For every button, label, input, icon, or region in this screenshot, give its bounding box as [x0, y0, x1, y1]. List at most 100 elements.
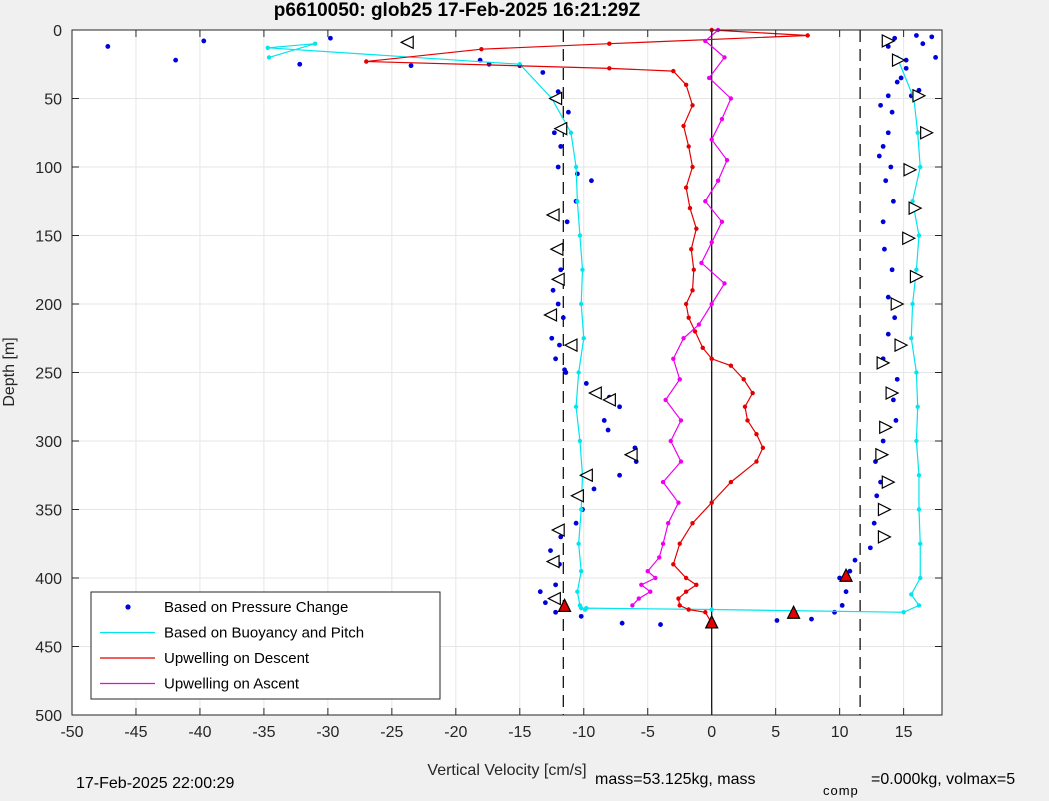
y-tick-label: 100 — [35, 160, 62, 177]
data-point — [774, 618, 780, 623]
data-point — [696, 322, 702, 327]
data-point — [709, 607, 714, 612]
data-point — [575, 589, 580, 594]
data-point — [639, 582, 644, 588]
triangle-marker — [578, 468, 593, 483]
series-upwelling-on-ascent — [630, 27, 734, 608]
series-line — [366, 29, 808, 624]
data-point — [630, 603, 635, 608]
data-point — [889, 109, 895, 115]
triangle-marker — [908, 201, 923, 216]
series-descent-triangles — [399, 35, 638, 606]
data-point — [929, 34, 935, 40]
data-point — [719, 116, 725, 122]
series-based-on-buoyancy-and-pitch — [265, 41, 923, 615]
data-point — [577, 233, 583, 238]
triangle-marker — [557, 598, 572, 613]
data-point — [671, 356, 676, 361]
data-point — [690, 521, 695, 526]
footer-mass: mass=53.125kg, mass — [595, 771, 756, 788]
series-line — [631, 29, 732, 606]
data-point — [885, 93, 891, 99]
data-point — [867, 545, 873, 551]
data-point — [579, 605, 584, 611]
legend-label: Upwelling on Descent — [164, 650, 310, 667]
x-tick-label: -30 — [316, 724, 339, 741]
x-tick-label: 10 — [831, 724, 849, 741]
data-point — [201, 38, 207, 44]
data-point — [888, 164, 894, 170]
data-point — [878, 102, 883, 108]
data-point — [566, 109, 571, 115]
data-point — [408, 63, 414, 69]
data-point — [914, 33, 919, 38]
data-point — [691, 267, 696, 272]
data-point — [589, 178, 594, 184]
x-tick-label: -10 — [572, 724, 595, 741]
data-point — [678, 459, 684, 464]
data-point — [681, 123, 686, 129]
data-point — [555, 164, 561, 170]
data-point — [876, 153, 882, 159]
data-point — [578, 613, 584, 619]
y-tick-label: 400 — [35, 571, 62, 588]
data-point — [579, 568, 584, 574]
data-point — [885, 294, 891, 300]
data-point — [677, 603, 682, 608]
data-point — [568, 130, 574, 135]
data-point — [894, 376, 900, 382]
legend-label: Based on Buoyancy and Pitch — [164, 625, 364, 642]
triangle-marker — [877, 502, 892, 517]
data-point — [728, 363, 734, 368]
data-point — [689, 247, 694, 252]
data-point — [619, 620, 625, 626]
data-point — [550, 287, 556, 293]
data-point — [660, 541, 666, 546]
triangle-marker — [704, 614, 719, 629]
data-point — [364, 59, 369, 64]
data-point — [557, 342, 562, 348]
data-point — [918, 164, 923, 170]
data-point — [312, 41, 318, 46]
data-point — [579, 301, 584, 307]
data-point — [700, 345, 705, 351]
data-point — [916, 87, 922, 93]
data-point — [719, 219, 725, 224]
data-point — [690, 103, 695, 108]
data-point — [558, 267, 564, 273]
triangle-marker — [602, 392, 616, 407]
data-point — [676, 596, 681, 601]
data-point — [573, 520, 579, 526]
data-point — [676, 500, 681, 505]
footer-timestamp: 17-Feb-2025 22:00:29 — [76, 775, 235, 792]
data-point — [553, 582, 559, 588]
data-point — [658, 622, 663, 627]
footer-mass-comp: =0.000kg, volmax=5 — [871, 771, 1016, 788]
data-point — [883, 178, 889, 184]
data-point — [750, 390, 755, 396]
data-point — [909, 592, 914, 597]
data-point — [686, 315, 691, 320]
data-point — [709, 301, 714, 307]
triangle-marker — [553, 121, 568, 136]
x-tick-label: -40 — [188, 724, 211, 741]
triangle-marker — [881, 33, 896, 48]
data-point — [885, 331, 891, 337]
legend-label: Based on Pressure Change — [164, 599, 348, 616]
data-point — [648, 589, 653, 594]
data-point — [916, 233, 922, 238]
data-point — [694, 582, 699, 588]
data-point — [584, 605, 589, 611]
triangle-marker — [879, 420, 894, 435]
data-point — [892, 315, 898, 321]
x-tick-label: -25 — [380, 724, 403, 741]
series-filled-triangles — [557, 567, 854, 629]
data-point — [760, 445, 766, 451]
x-tick-label: -15 — [508, 724, 531, 741]
data-point — [745, 418, 750, 423]
data-point — [601, 418, 607, 423]
axis-ticks: -50 -45 -40 -35 -30 -25 -20 -15 -10 -5 0 5 10 1505010… — [35, 23, 942, 741]
data-point — [683, 575, 689, 581]
data-point — [703, 610, 708, 615]
data-point — [583, 381, 589, 386]
